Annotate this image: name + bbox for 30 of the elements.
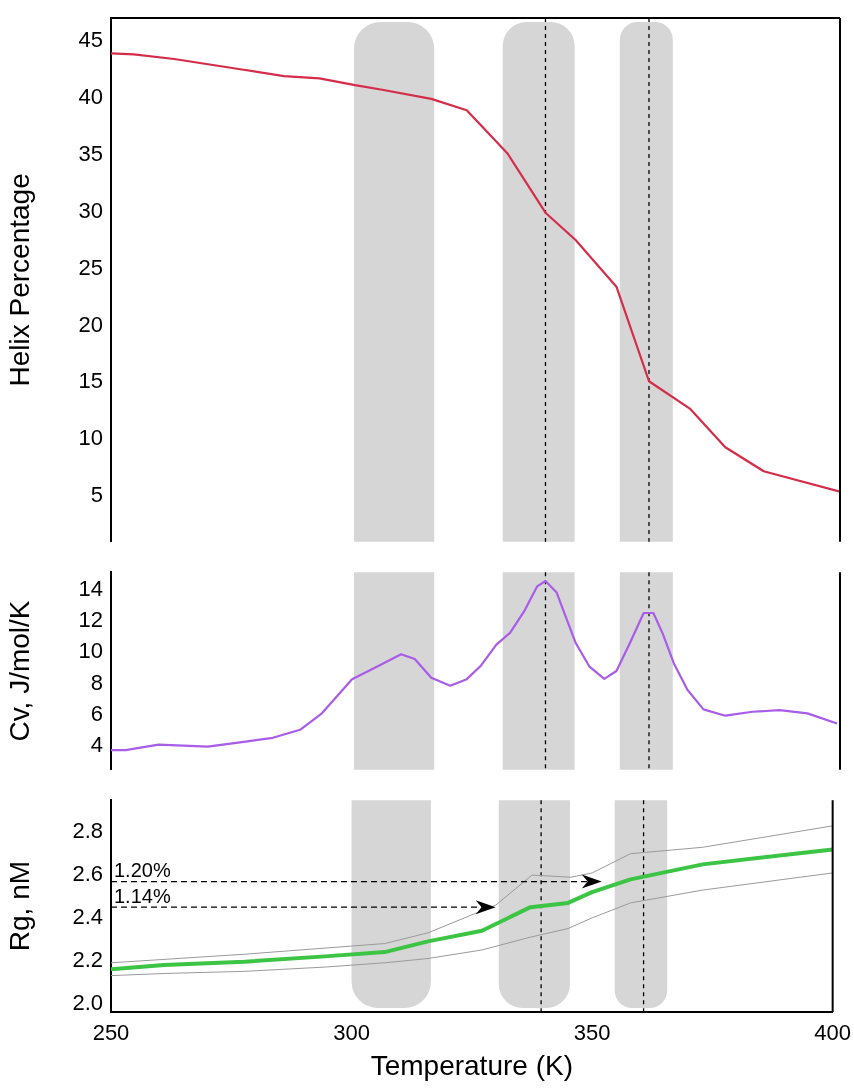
y-tick-label: 2.2 — [72, 946, 103, 972]
y-tick-label: 5 — [90, 482, 103, 508]
y-axis-title: Rg, nM — [3, 860, 35, 952]
x-axis-title: Temperature (K) — [370, 1049, 573, 1081]
x-tick-label: 400 — [814, 1020, 852, 1046]
y-tick-label: 15 — [78, 368, 103, 394]
y-tick-label: 14 — [78, 575, 103, 601]
annotation: 1.20% — [114, 859, 171, 882]
x-tick-label: 350 — [573, 1020, 611, 1046]
y-tick-label: 30 — [78, 197, 103, 223]
annotation: 1.14% — [114, 884, 171, 907]
y-tick-label: 45 — [78, 26, 103, 52]
y-tick-label: 8 — [90, 669, 103, 695]
y-tick-label: 10 — [78, 425, 103, 451]
y-axis-title: Cv, J/mol/K — [3, 600, 35, 742]
y-tick-label: 25 — [78, 254, 103, 280]
y-tick-label: 35 — [78, 140, 103, 166]
y-tick-label: 2.0 — [72, 989, 103, 1015]
y-tick-label: 4 — [90, 732, 103, 758]
y-tick-label: 2.4 — [72, 903, 103, 929]
y-tick-label: 20 — [78, 311, 103, 337]
x-tick-label: 300 — [333, 1020, 370, 1046]
y-tick-label: 10 — [78, 638, 103, 664]
y-axis-title: Helix Percentage — [3, 173, 35, 387]
y-tick-label: 40 — [78, 83, 103, 109]
y-tick-label: 6 — [90, 700, 103, 726]
y-tick-label: 2.8 — [72, 818, 103, 844]
y-tick-label: 12 — [78, 606, 103, 632]
y-tick-label: 2.6 — [72, 861, 103, 887]
x-tick-label: 250 — [92, 1020, 130, 1046]
